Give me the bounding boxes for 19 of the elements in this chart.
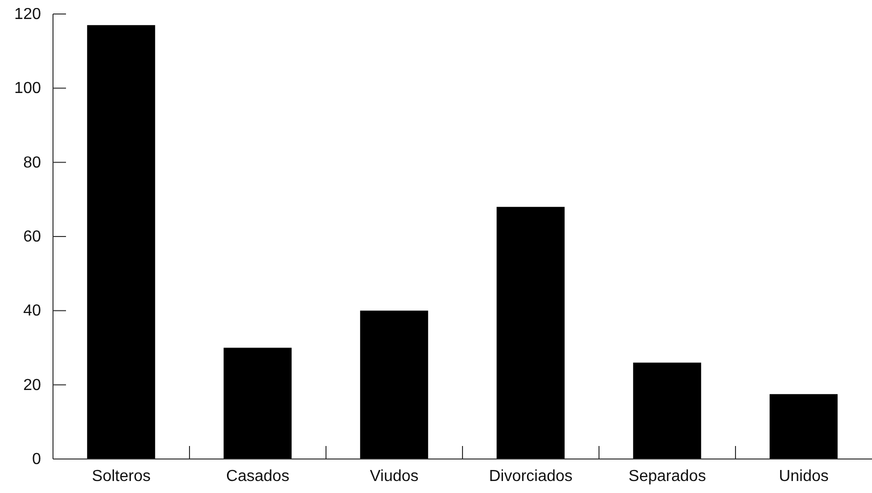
y-tick-label: 60 (23, 228, 42, 246)
x-tick-label: Divorciados (488, 468, 573, 485)
y-tick-label: 120 (14, 6, 42, 23)
x-tick-label: Casados (226, 468, 290, 485)
bar (360, 310, 428, 459)
bar (224, 348, 292, 459)
y-tick-label: 80 (23, 154, 42, 172)
y-tick-label: 20 (23, 376, 42, 394)
bar (496, 206, 565, 459)
y-tick-label: 40 (23, 302, 42, 320)
x-tick-label: Separados (628, 468, 706, 485)
x-tick-label: Unidos (778, 468, 829, 485)
x-tick-label: Viudos (370, 468, 419, 485)
x-tick-label: Solteros (92, 468, 151, 485)
bar (770, 394, 838, 459)
bar (633, 362, 702, 459)
y-tick-label: 0 (32, 451, 42, 468)
y-tick-label: 100 (14, 80, 42, 98)
bar (87, 25, 156, 459)
